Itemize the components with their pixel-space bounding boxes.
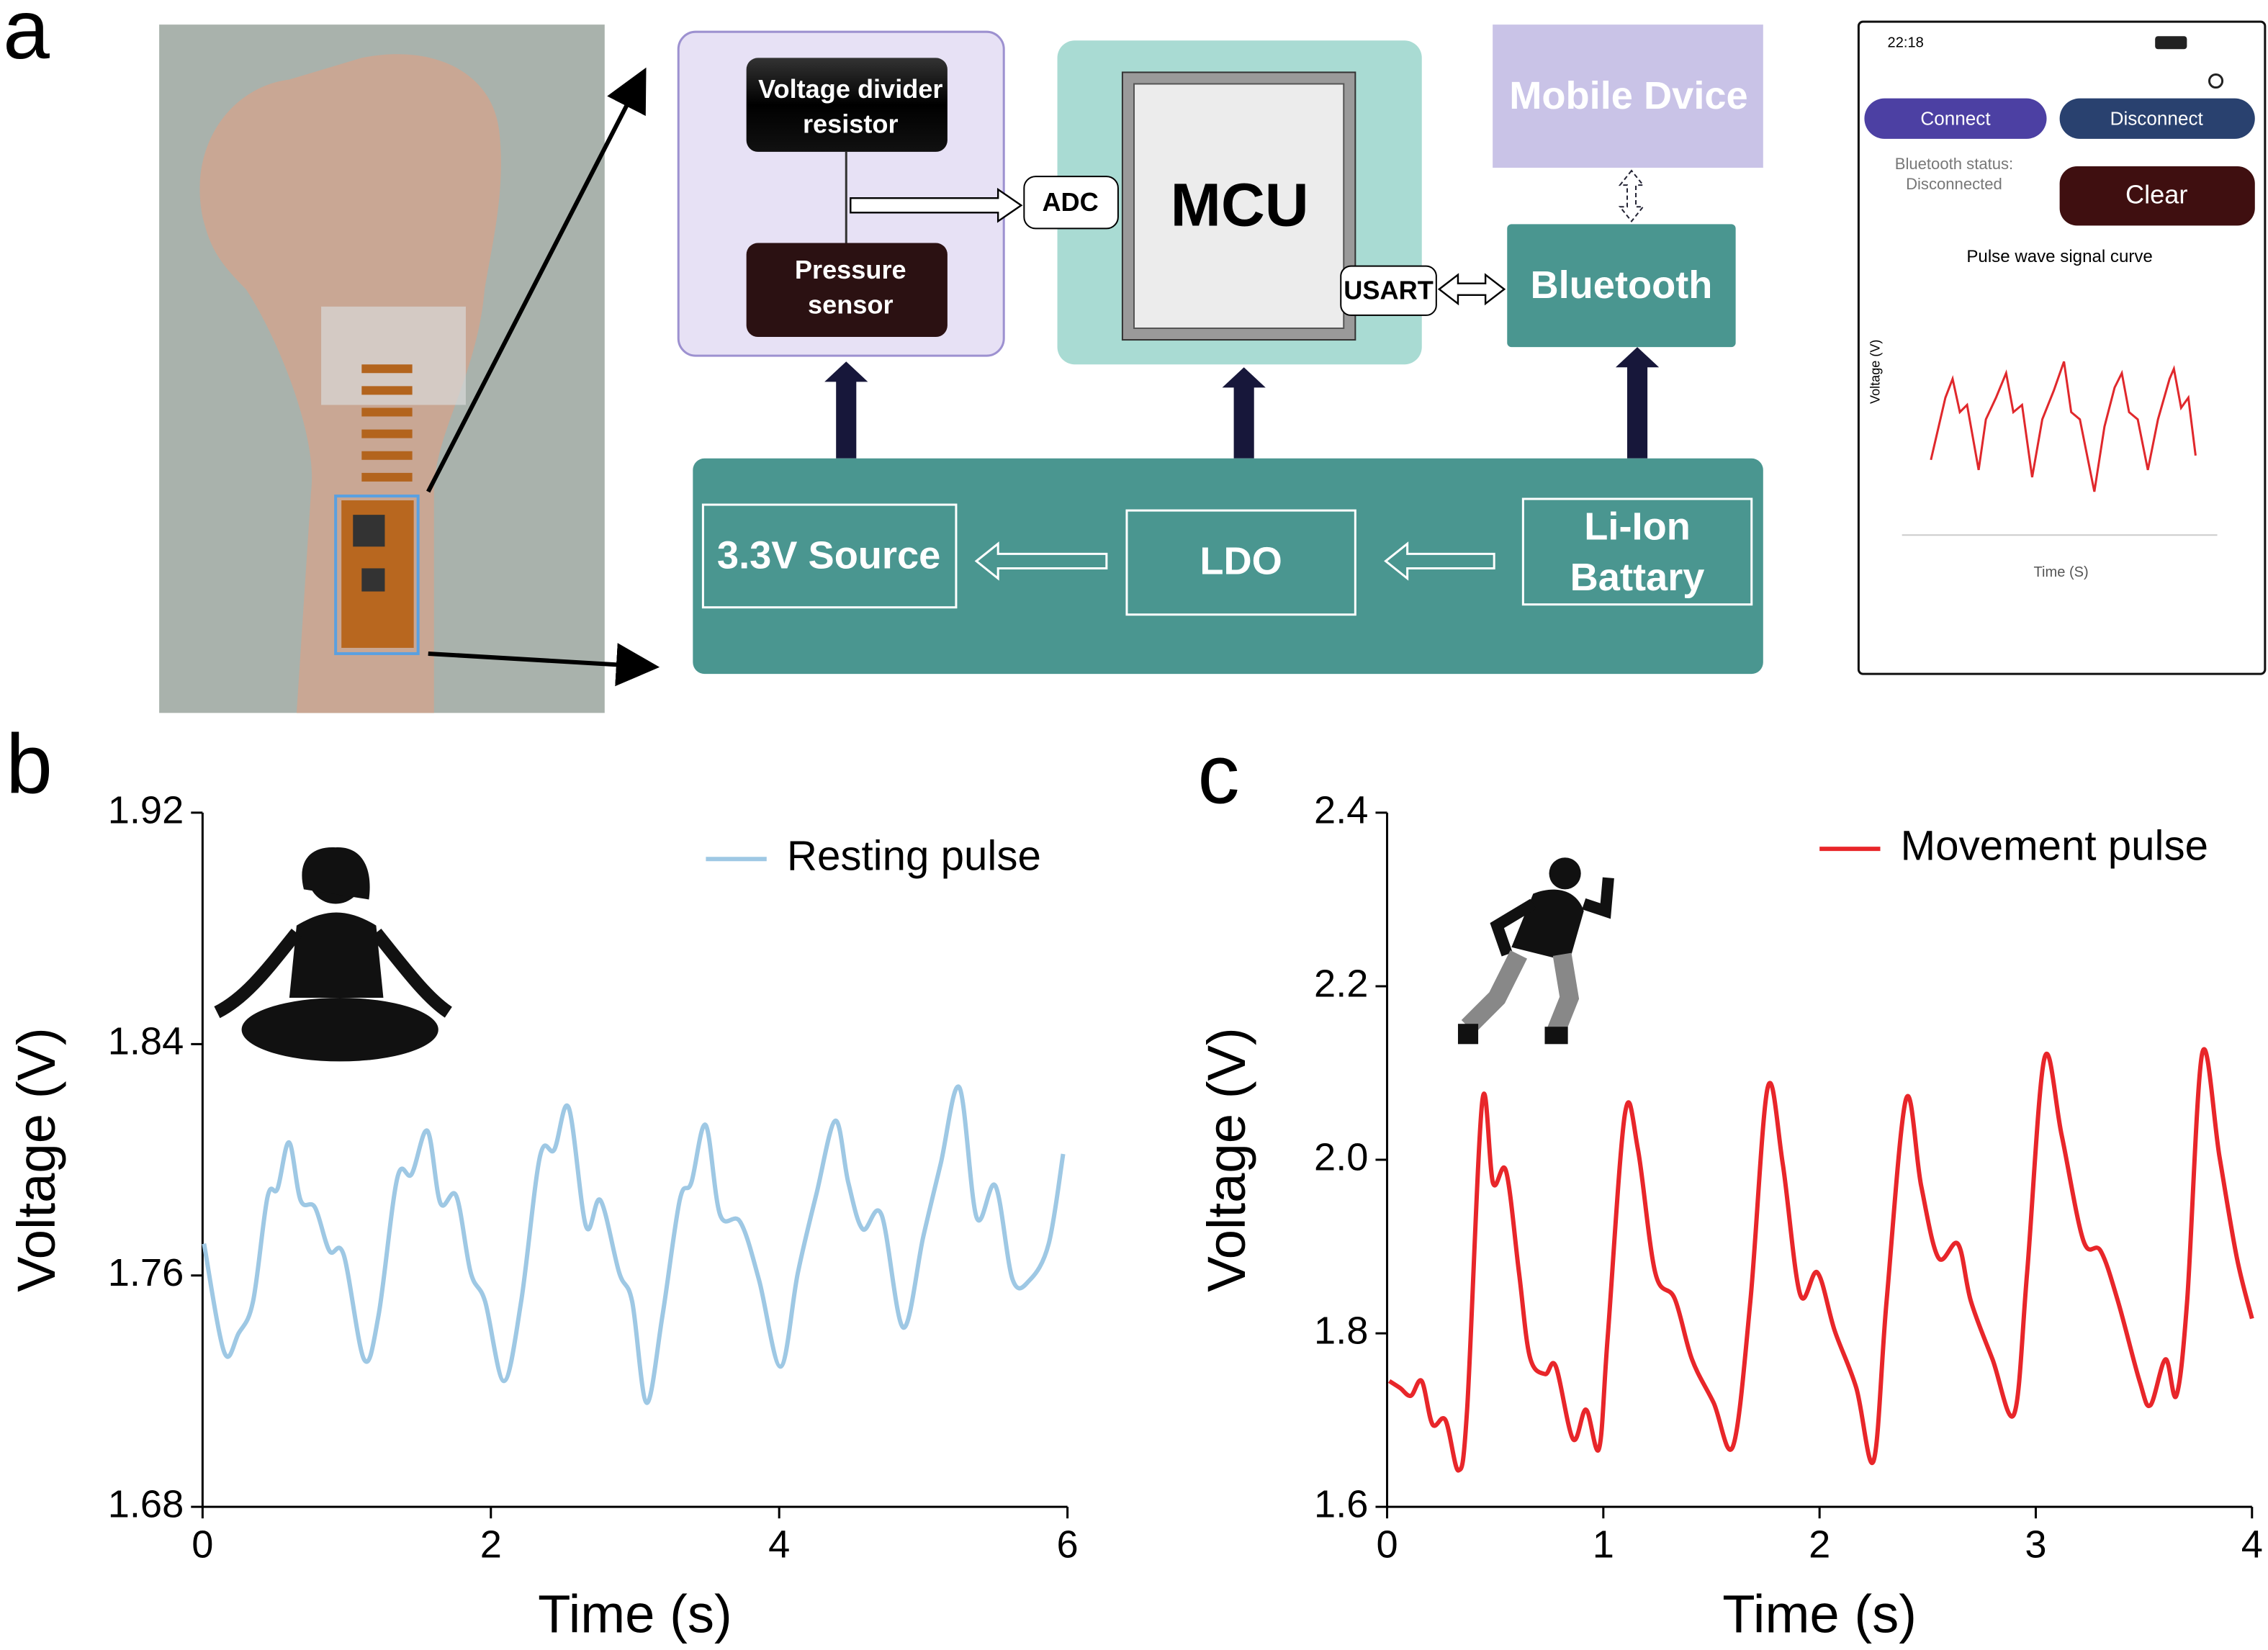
block-label: 3.3V Source — [717, 534, 940, 577]
status-text: Disconnected — [1906, 175, 2002, 193]
disconnect-button[interactable] — [2059, 98, 2255, 139]
sensor-trace — [361, 364, 413, 482]
block-label: MCU — [1171, 171, 1309, 239]
x-tick-label: 2 — [480, 1523, 502, 1566]
button-label: Clear — [2125, 180, 2187, 209]
pointer-arrow — [428, 643, 660, 687]
block-label: Li-Ion — [1584, 505, 1691, 549]
pointer-arrow — [426, 67, 647, 493]
clear-button[interactable] — [2059, 166, 2255, 226]
legend-label: Resting pulse — [787, 833, 1041, 880]
y-tick-label: 1.84 — [108, 1020, 184, 1063]
data-line — [202, 1084, 1066, 1405]
hollow-double-arrow — [1437, 273, 1506, 306]
pressure-sensor-box — [746, 243, 948, 338]
block-label: LDO — [1200, 540, 1282, 583]
shoe — [1544, 1027, 1568, 1045]
power-block — [693, 458, 1763, 675]
legend-label: Movement pulse — [1901, 823, 2208, 870]
arms — [214, 929, 453, 1019]
head — [1549, 857, 1581, 890]
x-axis-label: Time (s) — [1722, 1584, 1917, 1644]
usart-box — [1340, 265, 1437, 316]
phone-curve — [1930, 361, 2197, 492]
plot-y-label: Voltage (V) — [1868, 340, 1882, 404]
button-label: Connect — [1920, 108, 1991, 130]
hollow-arrow — [850, 187, 1023, 223]
y-tick-label: 2.0 — [1314, 1135, 1368, 1178]
mobile-device-box — [1493, 24, 1763, 168]
y-axis-label: Voltage (V) — [1197, 1027, 1256, 1292]
button-label: Disconnect — [2110, 108, 2204, 130]
status-time: 22:18 — [1888, 35, 1924, 51]
block-label: Bluetooth — [1530, 263, 1712, 307]
panel-label: a — [3, 0, 50, 76]
hair — [302, 847, 370, 900]
shoe — [1457, 1024, 1479, 1045]
menu-icon — [2208, 73, 2224, 89]
y-tick-label: 1.6 — [1314, 1482, 1368, 1525]
data-line — [1387, 1047, 2254, 1473]
block-label: sensor — [808, 289, 894, 319]
bluetooth-box — [1507, 224, 1736, 348]
power-arrow — [824, 361, 868, 459]
y-tick-label: 1.92 — [108, 788, 184, 831]
hollow-arrow — [1384, 541, 1495, 581]
x-tick-label: 6 — [1057, 1523, 1079, 1566]
status-text: Bluetooth status: — [1895, 155, 2013, 173]
x-axis-label: Time (s) — [538, 1584, 732, 1644]
highlight-box — [334, 494, 420, 655]
hollow-arrow — [974, 541, 1108, 581]
y-tick-label: 2.2 — [1314, 962, 1368, 1005]
block-label: Battary — [1570, 556, 1705, 599]
block-label: USART — [1344, 275, 1433, 305]
block-label: ADC — [1042, 187, 1098, 217]
power-arrow — [1615, 347, 1660, 459]
arms — [1490, 877, 1614, 957]
block-label: resistor — [803, 109, 899, 138]
chip — [353, 515, 385, 547]
mcu-chip — [1133, 83, 1345, 329]
legs — [1461, 950, 1580, 1038]
x-tick-label: 3 — [2025, 1523, 2046, 1566]
ldo-box — [1125, 509, 1356, 616]
panel-label: c — [1197, 728, 1239, 821]
legs — [241, 998, 438, 1062]
connect-button[interactable] — [1864, 98, 2047, 139]
block-label: Voltage divider — [758, 74, 942, 104]
y-tick-label: 1.76 — [108, 1251, 184, 1294]
x-tick-label: 4 — [768, 1523, 790, 1566]
meditation-silhouette — [214, 847, 453, 1062]
chip — [361, 568, 385, 592]
x-tick-label: 0 — [1376, 1523, 1398, 1566]
x-tick-label: 1 — [1593, 1523, 1614, 1566]
plot-x-label: Time (S) — [2034, 564, 2089, 580]
panel-label: b — [6, 717, 53, 811]
y-axis-label: Voltage (V) — [6, 1027, 66, 1292]
block-label: Mobile Dvice — [1509, 74, 1747, 117]
source-box — [701, 503, 958, 609]
battery-box — [1521, 497, 1753, 606]
x-tick-label: 0 — [192, 1523, 213, 1566]
dashed-double-arrow — [1618, 169, 1645, 222]
y-tick-label: 1.8 — [1314, 1309, 1368, 1352]
x-tick-label: 4 — [2241, 1523, 2263, 1566]
torso — [289, 912, 384, 998]
voltage-divider-box — [746, 58, 948, 152]
y-tick-label: 1.68 — [108, 1482, 184, 1525]
plot-title: Pulse wave signal curve — [1966, 247, 2152, 266]
status-icons — [2155, 36, 2187, 50]
torso — [1511, 889, 1584, 962]
runner-silhouette — [1457, 857, 1614, 1045]
y-tick-label: 2.4 — [1314, 788, 1368, 831]
block-label: Pressure — [795, 255, 906, 284]
adc-box — [1023, 176, 1119, 230]
power-arrow — [1222, 367, 1266, 459]
x-tick-label: 2 — [1809, 1523, 1830, 1566]
